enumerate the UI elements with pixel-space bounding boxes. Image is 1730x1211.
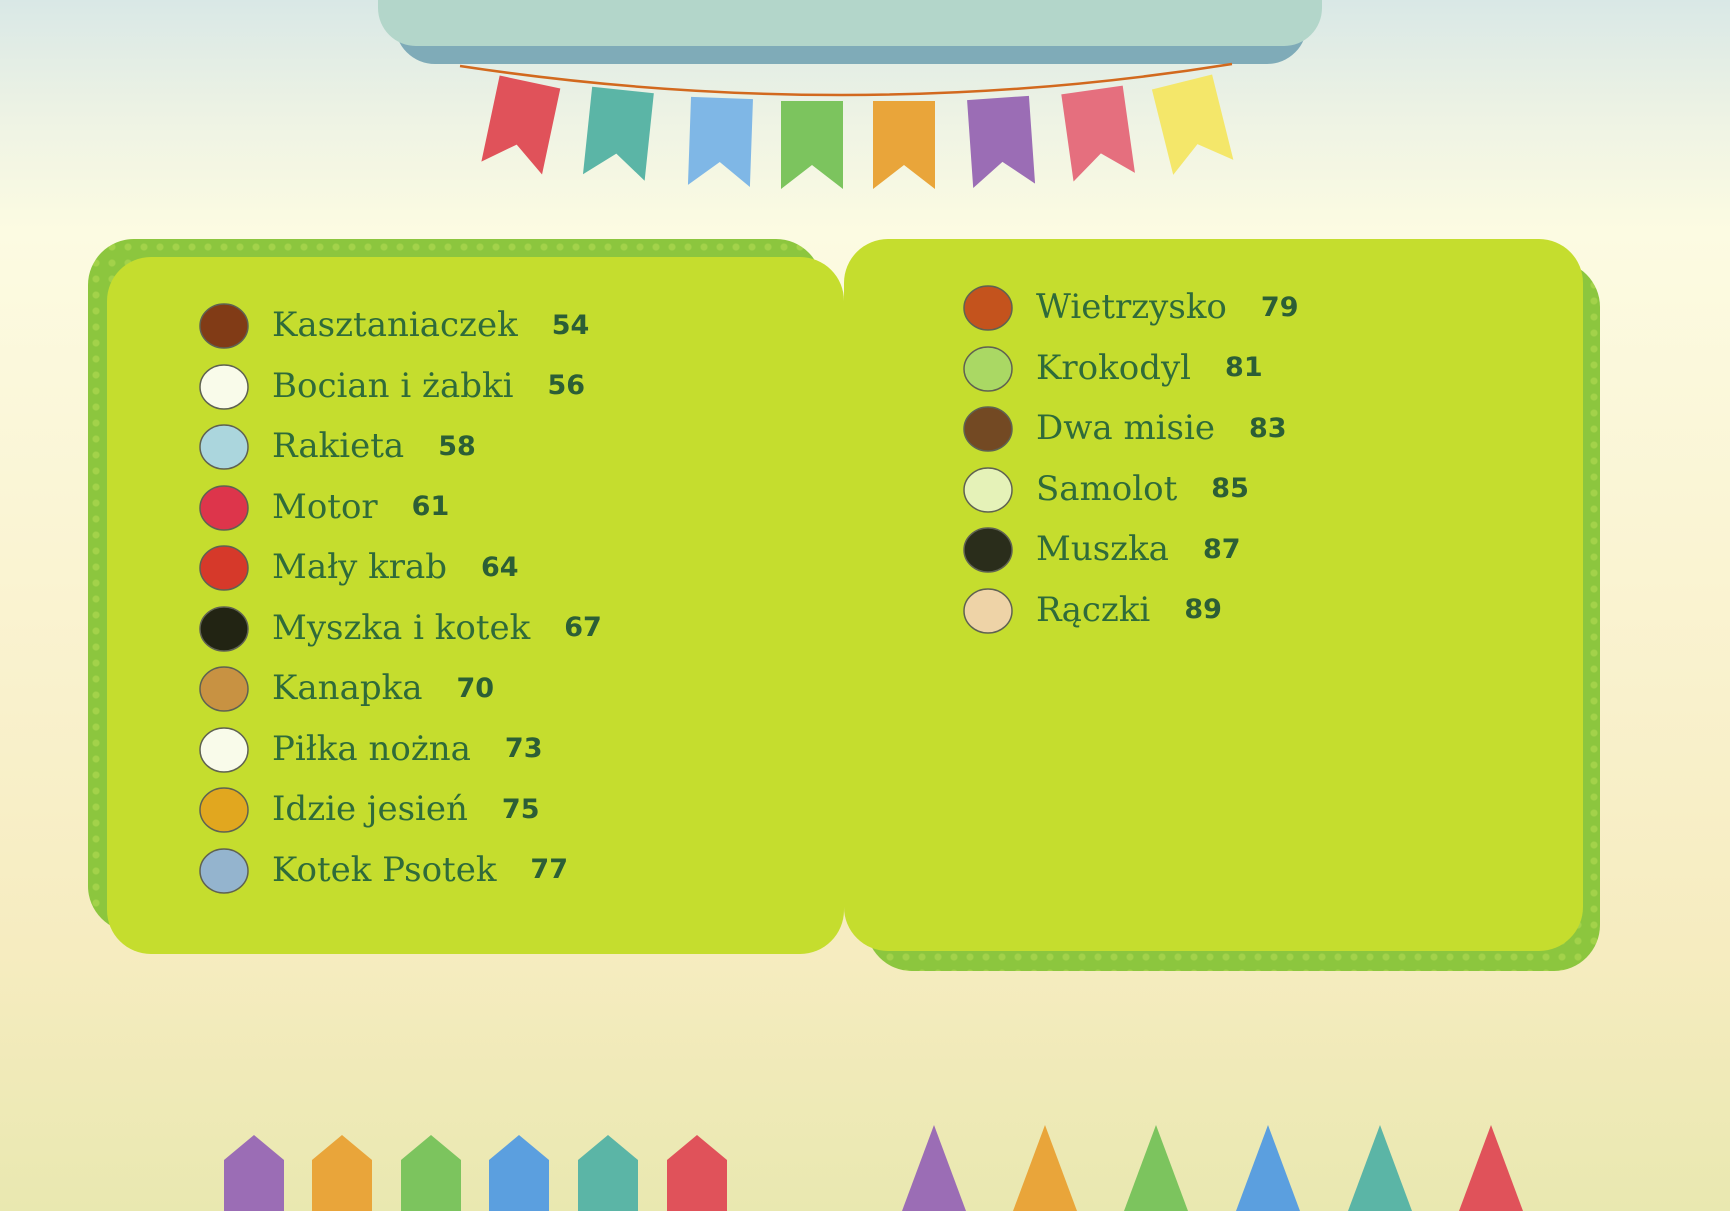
toc-entry-page: 77 xyxy=(530,854,568,885)
bunting-flag xyxy=(967,95,1036,188)
toc-entry-title: Krokodyl xyxy=(1036,347,1192,388)
toc-entry-page: 87 xyxy=(1202,533,1241,565)
toc-entry[interactable]: Kotek Psotek 77 xyxy=(188,840,568,900)
crayon-tip xyxy=(1124,1125,1188,1211)
hands-icon xyxy=(952,580,1024,640)
windy-tree-icon xyxy=(952,277,1024,337)
toc-entry[interactable]: Wietrzysko 79 xyxy=(952,277,1298,337)
fly-icon xyxy=(952,519,1024,579)
toc-entry-title: Myszka i kotek xyxy=(272,607,531,648)
teddy-bears-icon xyxy=(952,398,1024,458)
right-toc-panel: Wietrzysko 79 Krokodyl 81 Dwa misie 83 Samolot… xyxy=(844,239,1583,951)
toc-entry[interactable]: Muszka 87 xyxy=(952,519,1241,579)
bunting-garland xyxy=(459,62,1234,189)
bunting-flag xyxy=(781,101,843,189)
bunting-flag xyxy=(873,101,935,189)
toc-entry[interactable]: Motor 61 xyxy=(188,477,449,537)
toc-entry-page: 83 xyxy=(1249,412,1287,444)
bunting-flag xyxy=(687,96,753,188)
toc-entry[interactable]: Idzie jesień 75 xyxy=(188,779,540,839)
toc-entry-page: 85 xyxy=(1211,473,1249,504)
toc-entry-page: 56 xyxy=(547,370,586,401)
toc-entry-page: 64 xyxy=(481,551,519,583)
toc-entry[interactable]: Rączki 89 xyxy=(952,580,1222,640)
kitten-icon xyxy=(188,840,260,900)
toc-entry-page: 81 xyxy=(1225,352,1263,383)
toc-entry-page: 75 xyxy=(501,793,540,825)
toc-entry[interactable]: Kasztaniaczek 54 xyxy=(188,295,589,355)
pencil xyxy=(667,1135,727,1211)
sandwich-icon xyxy=(188,658,260,718)
toc-entry-title: Wietrzysko xyxy=(1036,287,1227,327)
pencil xyxy=(489,1135,549,1211)
toc-entry-title: Rączki xyxy=(1036,589,1151,630)
toc-entry-page: 67 xyxy=(564,612,602,643)
toc-entry-title: Kotek Psotek xyxy=(272,849,497,890)
toc-entry-title: Bocian i żabki xyxy=(272,365,514,406)
toc-entry-page: 58 xyxy=(438,430,476,462)
toc-entry[interactable]: Myszka i kotek 67 xyxy=(188,598,602,658)
rocket-icon xyxy=(188,416,260,476)
soccer-ball-icon xyxy=(188,719,260,779)
toc-entry[interactable]: Krokodyl 81 xyxy=(952,338,1263,398)
toc-entry-page: 73 xyxy=(504,733,543,764)
toc-entry[interactable]: Mały krab 64 xyxy=(188,537,519,597)
header-cloud xyxy=(378,0,1322,46)
crayon-tip xyxy=(1013,1125,1077,1211)
toc-entry-title: Samolot xyxy=(1036,468,1178,509)
stork-frogs-icon xyxy=(188,356,260,416)
crab-icon xyxy=(188,537,260,597)
bunting-flag xyxy=(1151,74,1234,175)
toc-entry-page: 54 xyxy=(551,309,590,341)
crayon-tip xyxy=(1236,1125,1300,1211)
toc-entry-title: Muszka xyxy=(1036,529,1169,569)
toc-entry[interactable]: Piłka nożna 73 xyxy=(188,719,542,779)
bunting-flag xyxy=(582,86,654,181)
crayon-tip xyxy=(1459,1125,1523,1211)
toc-entry[interactable]: Samolot 85 xyxy=(952,459,1249,519)
bunting-flag xyxy=(481,75,561,175)
pencil xyxy=(312,1135,372,1211)
scooter-icon xyxy=(188,477,260,537)
chestnut-man-icon xyxy=(188,295,260,355)
toc-entry[interactable]: Rakieta 58 xyxy=(188,416,476,476)
toc-entry[interactable]: Bocian i żabki 56 xyxy=(188,356,585,416)
pencil xyxy=(578,1135,638,1211)
toc-entry[interactable]: Kanapka 70 xyxy=(188,658,494,718)
toc-entry-title: Piłka nożna xyxy=(272,728,471,769)
toc-entry-title: Kanapka xyxy=(272,668,423,708)
toc-entry-title: Mały krab xyxy=(272,547,448,587)
toc-entry-title: Rakieta xyxy=(272,426,405,466)
crocodile-icon xyxy=(952,338,1024,398)
toc-entry-title: Dwa misie xyxy=(1036,408,1215,448)
toc-entry-page: 79 xyxy=(1260,291,1299,323)
crayon-tip xyxy=(902,1125,966,1211)
toc-entry-page: 61 xyxy=(411,491,450,522)
toc-entry-page: 70 xyxy=(456,672,495,704)
cat-mouse-icon xyxy=(188,598,260,658)
bunting-string xyxy=(459,62,1233,97)
toc-entry-title: Motor xyxy=(272,486,378,527)
pencil xyxy=(401,1135,461,1211)
toc-entry[interactable]: Dwa misie 83 xyxy=(952,398,1287,458)
pencil-decoration xyxy=(224,1125,1523,1211)
toc-entry-title: Kasztaniaczek xyxy=(272,305,518,345)
toc-entry-page: 89 xyxy=(1184,594,1222,625)
pencil xyxy=(224,1135,284,1211)
airplane-icon xyxy=(952,459,1024,519)
left-toc-panel: Kasztaniaczek 54 Bocian i żabki 56 Rakieta 58… xyxy=(107,257,844,954)
bunting-flag xyxy=(1061,85,1135,182)
crayon-tip xyxy=(1348,1125,1412,1211)
autumn-chestnuts-icon xyxy=(188,779,260,839)
toc-entry-title: Idzie jesień xyxy=(272,789,468,829)
